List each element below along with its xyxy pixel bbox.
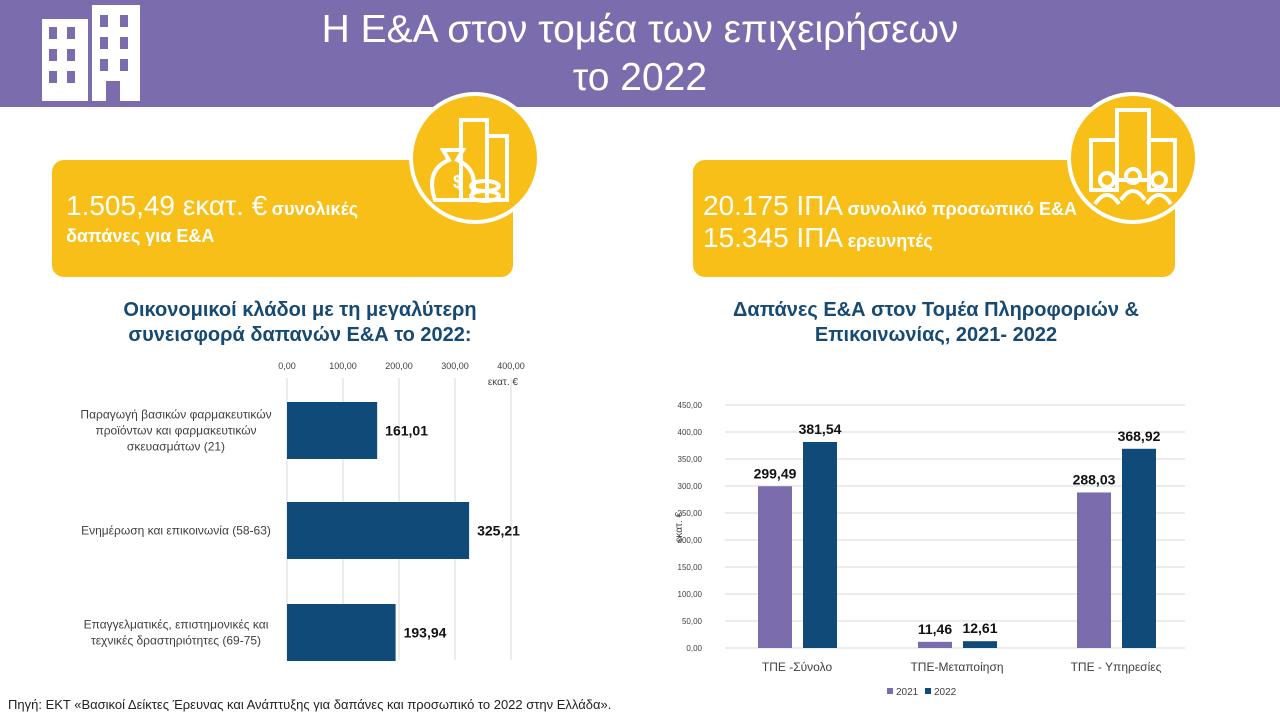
category-label: Ενημέρωση και επικοινωνία (58-63) <box>81 524 271 538</box>
category-label: Επαγγελματικές, επιστημονικές και <box>84 618 269 632</box>
category-label: προϊόντων και φαρμακευτικών <box>95 424 256 438</box>
tick-label: 400,00 <box>497 361 525 371</box>
chart2-title: Δαπάνες Ε&Α στον Τομέα Πληροφοριών & Επι… <box>676 298 1196 348</box>
tick-label: 450,00 <box>678 401 703 410</box>
category-label: Παραγωγή βασικών φαρμακευτικών <box>80 408 271 422</box>
hbar-chart: 0,00 100,00 200,00 300,00 400,00 εκατ. € 161,0… <box>80 361 525 661</box>
buildings-icon <box>42 5 140 101</box>
bar-2021 <box>1077 492 1111 648</box>
tick-label: 250,00 <box>678 509 703 518</box>
legend-label: 2021 <box>896 687 919 698</box>
data-label: 325,21 <box>477 523 520 539</box>
bar-2022 <box>1122 448 1156 648</box>
tick-label: 200,00 <box>385 361 413 371</box>
category-label: ΤΠΕ -Σύνολο <box>762 660 833 674</box>
people-building-icon <box>1067 92 1199 224</box>
page-title: Η Ε&Α στον τομέα των επιχειρήσεων το 202… <box>240 6 1040 102</box>
chart-title-line: Επικοινωνίας, 2021- 2022 <box>814 324 1058 346</box>
category-label: σκευασμάτων (21) <box>127 440 225 454</box>
header-banner: Η Ε&Α στον τομέα των επιχειρήσεων το 202… <box>0 0 1280 107</box>
axis-label: εκατ. € <box>488 377 519 388</box>
kpi-card-personnel: 20.175 ΙΠΑ συνολικό προσωπικό Ε&Α 15.345… <box>693 160 1175 277</box>
category-label: ΤΠΕ - Υπηρεσίες <box>1071 660 1162 674</box>
data-label: 193,94 <box>404 625 447 641</box>
data-label: 381,54 <box>799 421 842 437</box>
data-label: 299,49 <box>754 465 797 481</box>
axis-label: εκατ. € <box>674 511 685 542</box>
data-label: 368,92 <box>1118 428 1161 444</box>
data-label: 288,03 <box>1073 471 1116 487</box>
bar-2022 <box>963 641 997 648</box>
column-chart: 0,00 50,00 100,00 150,00 200,00 250,00 300,00 3… <box>674 401 1185 698</box>
chart1-title: Οικονομικοί κλάδοι με τη μεγαλύτερη συνε… <box>40 298 560 348</box>
kpi-value: 15.345 ΙΠΑ <box>703 222 844 253</box>
tick-label: 300,00 <box>678 482 703 491</box>
tick-label: 300,00 <box>441 361 469 371</box>
title-line-1: Η Ε&Α στον τομέα των επιχειρήσεων <box>321 8 959 51</box>
data-label: 11,46 <box>918 621 952 637</box>
category-label: τεχνικές δραστηριότητες (69-75) <box>91 634 261 648</box>
tick-label: 0,00 <box>278 361 296 371</box>
kpi-value: 20.175 ΙΠΑ <box>703 190 844 221</box>
source-note: Πηγή: ΕΚΤ «Βασικοί Δείκτες Έρευνας και Α… <box>8 697 612 712</box>
chart-title-line: συνεισφορά δαπανών Ε&Α το 2022: <box>128 324 472 346</box>
bar-2022 <box>803 441 837 648</box>
kpi-text: ερευνητές <box>847 231 933 251</box>
bar <box>287 402 378 459</box>
kpi-text: δαπάνες για Ε&Α <box>66 226 215 246</box>
legend-label: 2022 <box>934 687 957 698</box>
tick-label: 150,00 <box>678 563 703 572</box>
bar-2021 <box>918 641 952 648</box>
bar <box>287 604 396 661</box>
chart-title-line: Οικονομικοί κλάδοι με τη μεγαλύτερη <box>123 299 477 321</box>
tick-label: 350,00 <box>678 455 703 464</box>
data-label: 12,61 <box>962 620 997 636</box>
legend-swatch <box>925 688 931 694</box>
kpi-text: συνολικό προσωπικό Ε&Α <box>847 199 1077 219</box>
tick-label: 400,00 <box>678 428 703 437</box>
tick-label: 200,00 <box>678 536 703 545</box>
legend-swatch <box>887 688 893 694</box>
category-label: ΤΠΕ-Μεταποίηση <box>910 660 1003 674</box>
kpi-value: 1.505,49 εκατ. € <box>66 190 268 221</box>
kpi-text: συνολικές <box>271 199 359 219</box>
tick-label: 50,00 <box>682 617 703 626</box>
bar <box>287 502 470 559</box>
bar-2021 <box>758 486 792 648</box>
tick-label: 100,00 <box>329 361 357 371</box>
svg-text:$: $ <box>453 172 463 192</box>
data-label: 161,01 <box>385 423 428 439</box>
tick-label: 100,00 <box>678 590 703 599</box>
chart-title-line: Δαπάνες Ε&Α στον Τομέα Πληροφοριών & <box>733 299 1139 321</box>
money-buildings-icon: $ <box>409 92 541 224</box>
title-line-2: το 2022 <box>572 56 708 99</box>
tick-label: 0,00 <box>686 644 702 653</box>
